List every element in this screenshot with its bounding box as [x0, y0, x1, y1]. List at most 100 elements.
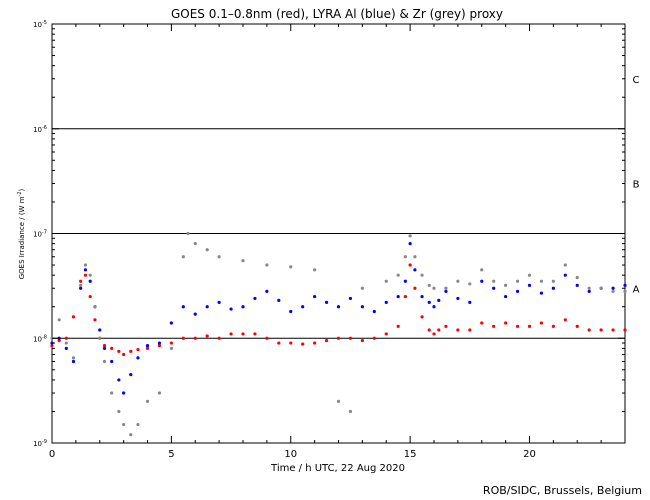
data-point	[348, 336, 353, 340]
data-point	[420, 273, 424, 277]
data-point	[129, 349, 133, 353]
data-point	[527, 324, 532, 328]
data-point	[217, 336, 221, 340]
x-tick-label: 20	[523, 449, 536, 460]
data-point	[186, 231, 190, 236]
data-point	[611, 289, 615, 294]
data-point	[480, 321, 484, 325]
data-point	[623, 289, 627, 294]
data-point	[444, 324, 448, 328]
flare-class-label: A	[633, 284, 640, 295]
data-point	[79, 279, 83, 283]
data-point	[169, 321, 173, 325]
data-point	[83, 263, 88, 267]
data-point	[427, 283, 431, 287]
data-point	[57, 318, 61, 322]
data-series	[50, 231, 627, 437]
data-point	[324, 300, 329, 304]
data-point	[98, 336, 102, 340]
data-point	[253, 332, 257, 336]
data-point	[360, 286, 364, 290]
data-point	[145, 399, 150, 403]
data-point	[408, 242, 412, 246]
data-point	[136, 347, 140, 352]
series-group	[50, 231, 627, 437]
data-point	[504, 294, 508, 299]
data-point	[229, 332, 233, 336]
data-point	[157, 344, 162, 348]
data-point	[396, 273, 400, 277]
data-point	[301, 305, 305, 309]
data-point	[372, 309, 376, 314]
data-point	[241, 259, 245, 263]
data-point	[504, 321, 508, 325]
y-tick-label: 10-7	[33, 230, 47, 239]
data-point	[444, 286, 448, 290]
data-point	[456, 328, 460, 332]
data-point	[117, 409, 121, 414]
data-point	[136, 356, 140, 360]
data-point	[515, 289, 520, 294]
data-point	[102, 344, 107, 348]
data-point	[563, 263, 567, 267]
data-point	[277, 298, 281, 302]
data-point	[122, 422, 126, 427]
data-point	[611, 286, 615, 290]
y-axis-ticks: 10-9 10-8 10-7 10-6 10-5	[33, 20, 625, 448]
data-point	[384, 332, 388, 336]
data-point	[169, 346, 173, 351]
data-point	[205, 334, 209, 338]
data-point	[205, 305, 209, 309]
data-point	[563, 273, 567, 277]
data-point	[539, 321, 544, 325]
data-point	[83, 268, 88, 272]
data-point	[456, 296, 460, 301]
data-point	[348, 409, 353, 414]
data-point	[241, 305, 245, 309]
data-point	[336, 305, 341, 309]
data-point	[64, 346, 68, 351]
data-point	[217, 300, 221, 304]
data-point	[193, 336, 197, 340]
data-point	[468, 328, 472, 332]
data-point	[611, 328, 615, 332]
data-point	[301, 342, 305, 346]
data-point	[468, 300, 472, 304]
data-point	[403, 294, 407, 299]
x-axis-ticks: 0 5 10 15 20	[49, 24, 626, 460]
data-point	[277, 341, 281, 345]
x-tick-label: 10	[284, 449, 297, 460]
data-point	[403, 279, 407, 283]
data-point	[480, 268, 484, 272]
data-point	[403, 255, 407, 259]
data-point	[88, 279, 92, 283]
data-point	[360, 305, 364, 309]
data-point	[64, 341, 68, 345]
data-point	[575, 283, 579, 287]
data-point	[427, 300, 431, 304]
data-point	[71, 359, 76, 364]
data-point	[217, 255, 221, 259]
x-axis-label: Time / h UTC, 22 Aug 2020	[270, 463, 405, 474]
data-point	[136, 422, 140, 427]
data-point	[437, 328, 441, 332]
data-point	[551, 324, 555, 328]
data-point	[539, 291, 544, 295]
chart-title: GOES 0.1–0.8nm (red), LYRA Al (blue) & Z…	[171, 7, 503, 21]
data-point	[444, 289, 448, 294]
data-point	[336, 336, 341, 340]
data-point	[313, 294, 317, 299]
data-point	[193, 312, 197, 316]
data-point	[599, 328, 603, 332]
data-point	[527, 273, 532, 277]
data-point	[492, 286, 496, 290]
data-point	[324, 338, 329, 343]
data-point	[599, 286, 603, 290]
data-point	[265, 289, 269, 294]
data-point	[372, 336, 376, 340]
y-axis-label: GOES Irradiance / (W m-2)	[17, 188, 26, 279]
data-point	[587, 289, 591, 294]
data-point	[102, 359, 107, 364]
x-tick-label: 0	[49, 449, 55, 460]
data-point	[193, 242, 197, 246]
